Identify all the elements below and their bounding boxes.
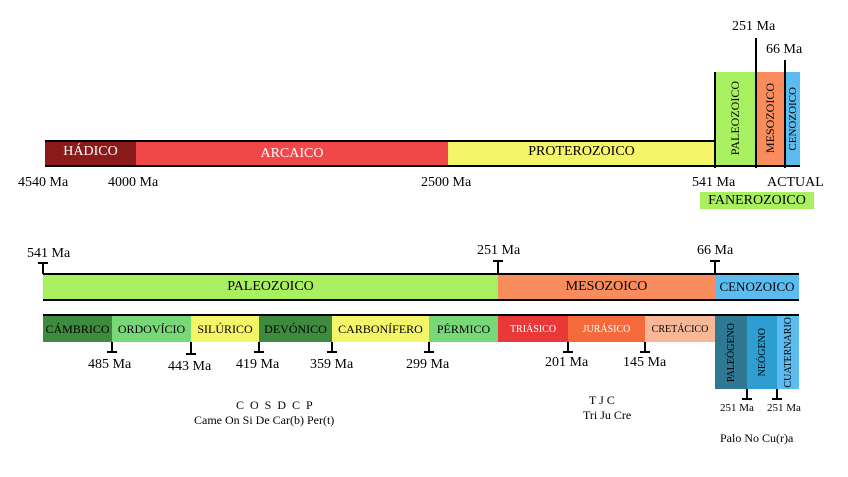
tick-label-actual: ACTUAL <box>767 175 824 190</box>
era-tick-251 <box>497 260 499 274</box>
period-tick-label-443: 443 Ma <box>168 359 212 374</box>
era-tick-66-cap <box>710 260 720 262</box>
tick-label-4540: 4540 Ma <box>18 175 69 190</box>
period-tick-label-201: 201 Ma <box>545 355 589 370</box>
period-neogeno: NEÓGENO <box>747 314 777 389</box>
period-tick-label-145: 145 Ma <box>623 355 667 370</box>
period-triasico: TRIÁSICO <box>498 314 568 342</box>
period-paleogeno: PALEÓGENO <box>715 314 747 389</box>
devonico-label: DEVÓNICO <box>264 321 327 336</box>
hadico-eon: HÁDICO <box>45 140 136 167</box>
tick-paleogeno-end-cap <box>742 398 752 400</box>
line-541-top <box>714 72 716 168</box>
tick-419 <box>258 342 260 353</box>
mnemonic-paleozoic-initials: C O S D C P <box>236 398 313 412</box>
jurasico-label: JURÁSICO <box>582 323 631 335</box>
paleozoico-label: PALEOZOICO <box>227 279 314 294</box>
era-tick-66 <box>714 260 716 274</box>
tick-145 <box>644 342 646 353</box>
era-tick-label-66: 66 Ma <box>697 243 734 258</box>
tick-label-66-top: 66 Ma <box>766 42 803 57</box>
tick-201 <box>567 342 569 353</box>
arcaico-eon: ARCAICO <box>136 140 448 167</box>
permico-label: PÉRMICO <box>436 321 491 336</box>
tick-419-cap <box>254 351 264 353</box>
tick-145-cap <box>640 351 650 353</box>
cambrico-label: CÁMBRICO <box>45 321 110 336</box>
fanerozoico-badge: FANEROZOICO <box>700 192 814 209</box>
period-cuaternario: CUATERNARIO <box>777 314 799 389</box>
period-tick-label-299: 299 Ma <box>406 357 450 372</box>
tick-359 <box>331 342 333 353</box>
tick-299-cap <box>424 351 434 353</box>
paleozoico-top-label: PALEOZOICO <box>728 81 742 156</box>
mnemonic-mesozoic-phrase: Tri Ju Cre <box>583 408 632 422</box>
tick-neogeno-end <box>776 389 778 400</box>
mesozoico-era: MESOZOICO <box>498 273 715 301</box>
tick-paleogeno-end <box>746 389 748 400</box>
era-tick-541 <box>42 262 44 274</box>
tick-443-cap <box>186 353 196 355</box>
proterozoico-eon: PROTEROZOICO <box>448 140 715 167</box>
cretacico-label: CRETÁCICO <box>651 323 709 335</box>
period-tick-label-485: 485 Ma <box>88 357 132 372</box>
era-tick-label-251: 251 Ma <box>477 243 521 258</box>
tick-label-541-top: 541 Ma <box>692 175 736 190</box>
period-cretacico: CRETÁCICO <box>645 314 715 342</box>
proterozoico-label: PROTEROZOICO <box>528 143 635 159</box>
tick-299 <box>428 342 430 353</box>
period-permico: PÉRMICO <box>429 314 498 342</box>
hadico-label: HÁDICO <box>63 143 118 159</box>
period-silurico: SILÚRICO <box>191 314 259 342</box>
tick-neogeno-end-cap <box>772 398 782 400</box>
tick-443 <box>190 342 192 355</box>
silurico-label: SILÚRICO <box>197 321 253 336</box>
ordovicio-label: ORDOVÍCIO <box>117 321 186 336</box>
mnemonic-paleozoic-phrase: Came On Si De Car(b) Per(t) <box>194 413 335 427</box>
tick-485 <box>111 342 113 353</box>
fanerozoico-label: FANEROZOICO <box>708 192 806 208</box>
paleozoico-era-top: PALEOZOICO <box>715 72 756 167</box>
mesozoico-era-top: MESOZOICO <box>756 72 785 167</box>
tick-label-2500: 2500 Ma <box>421 175 472 190</box>
paleogeno-label: PALEÓGENO <box>725 322 737 383</box>
era-tick-251-cap <box>493 260 503 262</box>
mnemonic-mesozoic-initials: T J C <box>589 393 615 407</box>
cenozoico-era-top: CENOZOICO <box>785 72 800 167</box>
period-tick-label-paleogeno-end: 251 Ma <box>720 402 754 414</box>
tick-label-4000: 4000 Ma <box>108 175 159 190</box>
period-tick-label-419: 419 Ma <box>236 357 280 372</box>
period-jurasico: JURÁSICO <box>568 314 645 342</box>
mnemonic-cenozoic-phrase: Palo No Cu(r)a <box>720 431 794 445</box>
cenozoico-era: CENOZOICO <box>715 273 799 301</box>
era-tick-label-541: 541 Ma <box>27 246 71 261</box>
carbonifero-label: CARBONÍFERO <box>338 321 423 336</box>
line-66-top <box>784 60 786 168</box>
cenozoico-top-label: CENOZOICO <box>786 86 799 151</box>
mesozoico-label: MESOZOICO <box>565 279 648 294</box>
era-tick-541-cap <box>38 262 48 264</box>
cenozoico-label: CENOZOICO <box>719 279 795 294</box>
line-251-top <box>755 38 757 168</box>
period-ordovicio: ORDOVÍCIO <box>112 314 191 342</box>
tick-485-cap <box>107 351 117 353</box>
mesozoico-top-label: MESOZOICO <box>763 83 777 154</box>
paleozoico-era: PALEOZOICO <box>43 273 498 301</box>
period-tick-label-neogeno-end: 251 Ma <box>767 402 801 414</box>
neogeno-label: NEÓGENO <box>756 328 768 377</box>
arcaico-label: ARCAICO <box>260 145 324 161</box>
cuaternario-label: CUATERNARIO <box>782 317 794 388</box>
tick-label-251-top: 251 Ma <box>732 19 776 34</box>
tick-201-cap <box>563 351 573 353</box>
period-cambrico: CÁMBRICO <box>43 314 112 342</box>
period-tick-label-359: 359 Ma <box>310 357 354 372</box>
period-devonico: DEVÓNICO <box>259 314 332 342</box>
period-carbonifero: CARBONÍFERO <box>332 314 429 342</box>
tick-359-cap <box>327 351 337 353</box>
triasico-label: TRIÁSICO <box>509 323 557 335</box>
